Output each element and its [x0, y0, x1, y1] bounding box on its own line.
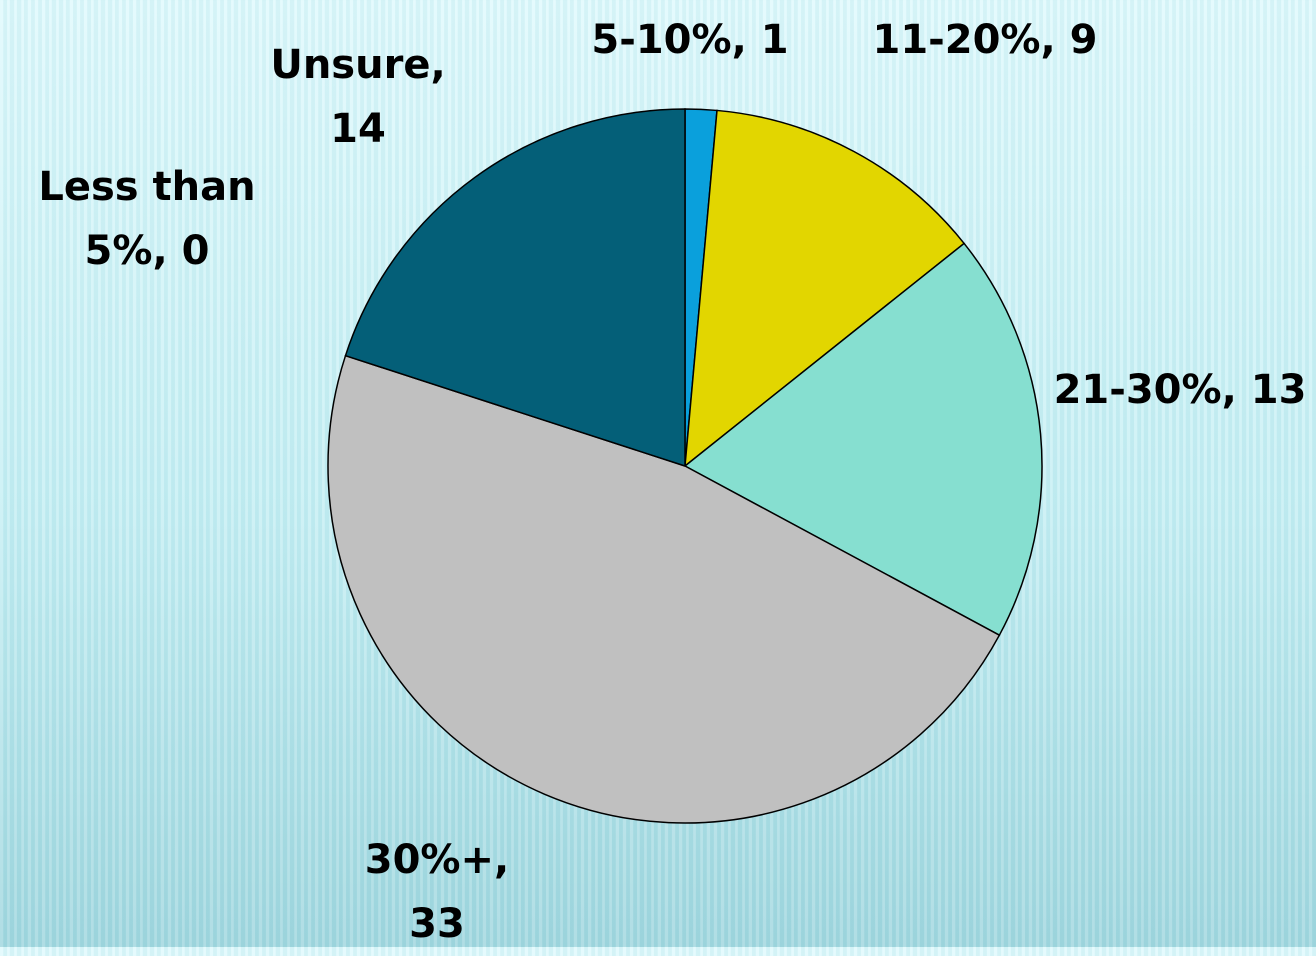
label-category: 5-10% [591, 17, 732, 63]
label-category: 30%+ [364, 837, 495, 883]
label-category: Less than 5% [38, 164, 256, 274]
data-label: Unsure, 14 [248, 33, 468, 161]
label-category: 21-30% [1053, 367, 1222, 413]
pie-slice [344, 108, 686, 468]
pie-slice [327, 354, 1001, 824]
label-value: 13 [1250, 367, 1307, 413]
label-separator: , [731, 17, 747, 63]
data-label: 11-20%, 9 [855, 8, 1115, 72]
label-value: 0 [181, 228, 210, 274]
label-value: 9 [1069, 17, 1098, 63]
label-value: 14 [330, 106, 386, 152]
pie-slice [683, 242, 1043, 637]
data-label: 30%+, 33 [332, 828, 542, 956]
label-separator: , [430, 42, 446, 88]
label-separator: , [1040, 17, 1056, 63]
label-separator: , [152, 228, 168, 274]
label-separator: , [1221, 367, 1237, 413]
label-category: Unsure [270, 42, 431, 88]
data-label: 21-30%, 13 [1050, 358, 1310, 422]
label-value: 33 [409, 901, 465, 947]
label-value: 1 [760, 17, 789, 63]
data-label: Less than 5%, 0 [2, 155, 292, 283]
data-label: 5-10%, 1 [545, 8, 835, 72]
pie-slice [684, 109, 966, 468]
label-separator: , [494, 837, 510, 883]
label-category: 11-20% [872, 17, 1041, 63]
